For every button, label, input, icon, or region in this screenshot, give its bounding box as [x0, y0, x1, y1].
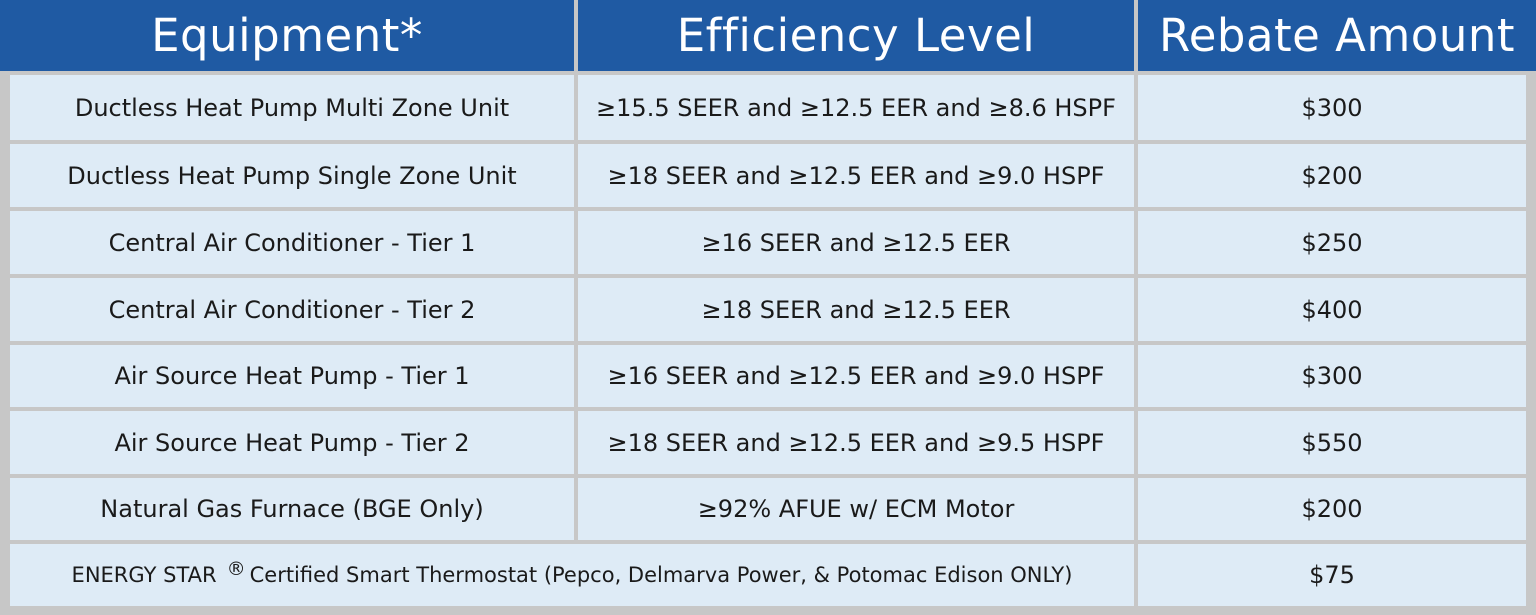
table-row: Ductless Heat Pump Single Zone Unit ≥18 … — [0, 144, 1536, 207]
header-efficiency-level: Efficiency Level — [578, 0, 1134, 71]
rebate-cell: $250 — [1138, 211, 1526, 274]
table-header-row: Equipment* Efficiency Level Rebate Amoun… — [0, 0, 1536, 71]
rebate-cell: $400 — [1138, 278, 1526, 341]
rebate-cell: $550 — [1138, 411, 1526, 474]
energy-star-label: ENERGY STAR — [71, 563, 217, 587]
efficiency-cell: ≥16 SEER and ≥12.5 EER — [578, 211, 1134, 274]
efficiency-cell: ≥18 SEER and ≥12.5 EER — [578, 278, 1134, 341]
rebate-cell: $75 — [1138, 544, 1526, 606]
efficiency-cell: ≥16 SEER and ≥12.5 EER and ≥9.0 HSPF — [578, 345, 1134, 407]
table-row: Central Air Conditioner - Tier 2 ≥18 SEE… — [0, 278, 1536, 341]
table-row: Central Air Conditioner - Tier 1 ≥16 SEE… — [0, 211, 1536, 274]
rebate-cell: $300 — [1138, 75, 1526, 140]
equipment-cell: Ductless Heat Pump Multi Zone Unit — [10, 75, 574, 140]
efficiency-cell: ≥18 SEER and ≥12.5 EER and ≥9.0 HSPF — [578, 144, 1134, 207]
efficiency-cell: ≥15.5 SEER and ≥12.5 EER and ≥8.6 HSPF — [578, 75, 1134, 140]
registered-trademark-mark: ® — [226, 558, 246, 580]
equipment-cell: Air Source Heat Pump - Tier 2 — [10, 411, 574, 474]
rebate-cell: $200 — [1138, 478, 1526, 540]
rebate-cell: $200 — [1138, 144, 1526, 207]
equipment-cell: Central Air Conditioner - Tier 1 — [10, 211, 574, 274]
equipment-cell: Central Air Conditioner - Tier 2 — [10, 278, 574, 341]
table-row-thermostat: ENERGY STAR ® Certified Smart Thermostat… — [0, 544, 1536, 606]
thermostat-description: Certified Smart Thermostat (Pepco, Delma… — [249, 563, 1073, 587]
table-row: Air Source Heat Pump - Tier 2 ≥18 SEER a… — [0, 411, 1536, 474]
efficiency-cell: ≥92% AFUE w/ ECM Motor — [578, 478, 1134, 540]
table-row: Ductless Heat Pump Multi Zone Unit ≥15.5… — [0, 75, 1536, 140]
thermostat-equipment-cell: ENERGY STAR ® Certified Smart Thermostat… — [10, 544, 1134, 606]
efficiency-cell: ≥18 SEER and ≥12.5 EER and ≥9.5 HSPF — [578, 411, 1134, 474]
table-row: Air Source Heat Pump - Tier 1 ≥16 SEER a… — [0, 345, 1536, 407]
header-equipment: Equipment* — [0, 0, 574, 71]
equipment-cell: Ductless Heat Pump Single Zone Unit — [10, 144, 574, 207]
table-row: Natural Gas Furnace (BGE Only) ≥92% AFUE… — [0, 478, 1536, 540]
equipment-cell: Natural Gas Furnace (BGE Only) — [10, 478, 574, 540]
header-rebate-amount: Rebate Amount — [1138, 0, 1536, 71]
rebate-cell: $300 — [1138, 345, 1526, 407]
equipment-cell: Air Source Heat Pump - Tier 1 — [10, 345, 574, 407]
